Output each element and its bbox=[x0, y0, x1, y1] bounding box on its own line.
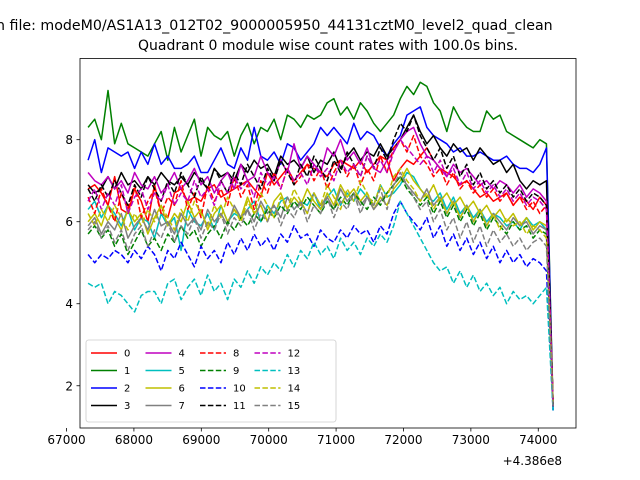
x-tick-label: 68000 bbox=[115, 433, 153, 447]
series-line-13 bbox=[87, 200, 554, 411]
figure-suptitle: n file: modeM0/AS1A13_012T02_9000005950_… bbox=[0, 18, 553, 34]
y-tick-label: 2 bbox=[65, 379, 73, 393]
series-line-11 bbox=[87, 114, 554, 407]
legend-label-12: 12 bbox=[288, 349, 301, 360]
legend-label-6: 6 bbox=[179, 384, 185, 395]
legend-label-5: 5 bbox=[179, 366, 185, 377]
legend-label-1: 1 bbox=[124, 366, 130, 377]
chart-title: Quadrant 0 module wise count rates with … bbox=[138, 38, 518, 54]
legend-label-7: 7 bbox=[179, 401, 185, 412]
x-tick-label: 70000 bbox=[250, 433, 288, 447]
x-tick-label: 71000 bbox=[317, 433, 355, 447]
legend-box bbox=[85, 339, 337, 423]
legend-label-2: 2 bbox=[124, 384, 130, 395]
legend-label-14: 14 bbox=[288, 384, 301, 395]
legend-label-4: 4 bbox=[179, 349, 185, 360]
series-line-12 bbox=[87, 138, 554, 407]
y-tick-label: 4 bbox=[65, 297, 73, 311]
x-tick-label: 67000 bbox=[47, 433, 85, 447]
series-line-6 bbox=[87, 167, 554, 403]
y-tick-label: 8 bbox=[65, 133, 73, 147]
x-tick-label: 74000 bbox=[519, 433, 557, 447]
x-tick-label: 72000 bbox=[384, 433, 422, 447]
x-offset-label: +4.386e8 bbox=[503, 454, 562, 468]
axes-frame bbox=[79, 58, 577, 429]
legend-label-15: 15 bbox=[288, 401, 301, 412]
series-line-3 bbox=[87, 114, 554, 407]
series-line-15 bbox=[87, 171, 554, 407]
legend-label-9: 9 bbox=[233, 366, 239, 377]
series-line-1 bbox=[87, 81, 554, 407]
x-tick-label: 69000 bbox=[182, 433, 220, 447]
plot-area bbox=[87, 81, 554, 411]
legend-label-8: 8 bbox=[233, 349, 239, 360]
legend-label-3: 3 bbox=[124, 401, 130, 412]
legend-label-13: 13 bbox=[288, 366, 301, 377]
series-line-14 bbox=[87, 167, 554, 403]
legend-label-11: 11 bbox=[233, 401, 246, 412]
axes: 67000 68000 69000 70000 71000 72000 73000 74000… bbox=[47, 133, 557, 447]
y-tick-label: 6 bbox=[65, 215, 73, 229]
legend-label-0: 0 bbox=[124, 349, 130, 360]
series-line-10 bbox=[87, 200, 554, 411]
x-tick-label: 73000 bbox=[452, 433, 490, 447]
legend-label-10: 10 bbox=[233, 384, 246, 395]
